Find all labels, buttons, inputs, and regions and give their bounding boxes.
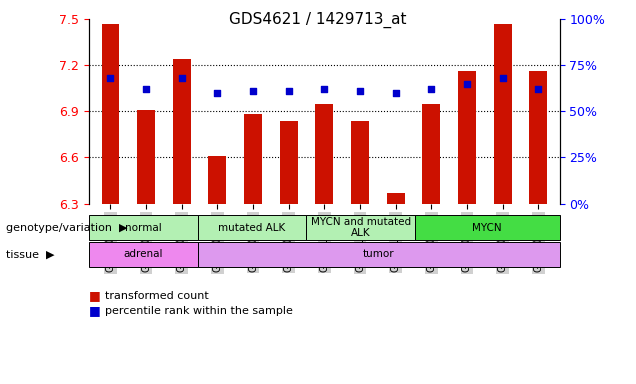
Bar [529,71,547,204]
Point [355,88,365,94]
Text: ■: ■ [89,289,100,302]
Point [533,86,543,92]
Bar [137,110,155,204]
Text: genotype/variation  ▶: genotype/variation ▶ [6,222,128,233]
Bar [244,114,262,204]
Text: tumor: tumor [363,249,394,260]
Text: MYCN: MYCN [473,222,502,233]
Point [391,90,401,96]
Bar [387,193,404,204]
Text: adrenal: adrenal [123,249,163,260]
Point [426,86,436,92]
Bar [494,24,511,204]
Point [319,86,329,92]
Text: normal: normal [125,222,162,233]
Bar [315,104,333,204]
Point [141,86,151,92]
Bar [102,24,120,204]
Bar [209,156,226,204]
Bar [280,121,298,204]
Text: MYCN and mutated
ALK: MYCN and mutated ALK [310,217,411,238]
Text: mutated ALK: mutated ALK [218,222,286,233]
Bar [422,104,440,204]
Bar [173,59,191,204]
Text: GDS4621 / 1429713_at: GDS4621 / 1429713_at [229,12,407,28]
Text: ■: ■ [89,305,100,318]
Text: transformed count: transformed count [105,291,209,301]
Point [462,81,472,87]
Point [177,75,187,81]
Bar [458,71,476,204]
Point [248,88,258,94]
Point [497,75,508,81]
Text: tissue  ▶: tissue ▶ [6,249,55,260]
Point [284,88,294,94]
Text: percentile rank within the sample: percentile rank within the sample [105,306,293,316]
Bar [351,121,369,204]
Point [212,90,223,96]
Point [106,75,116,81]
